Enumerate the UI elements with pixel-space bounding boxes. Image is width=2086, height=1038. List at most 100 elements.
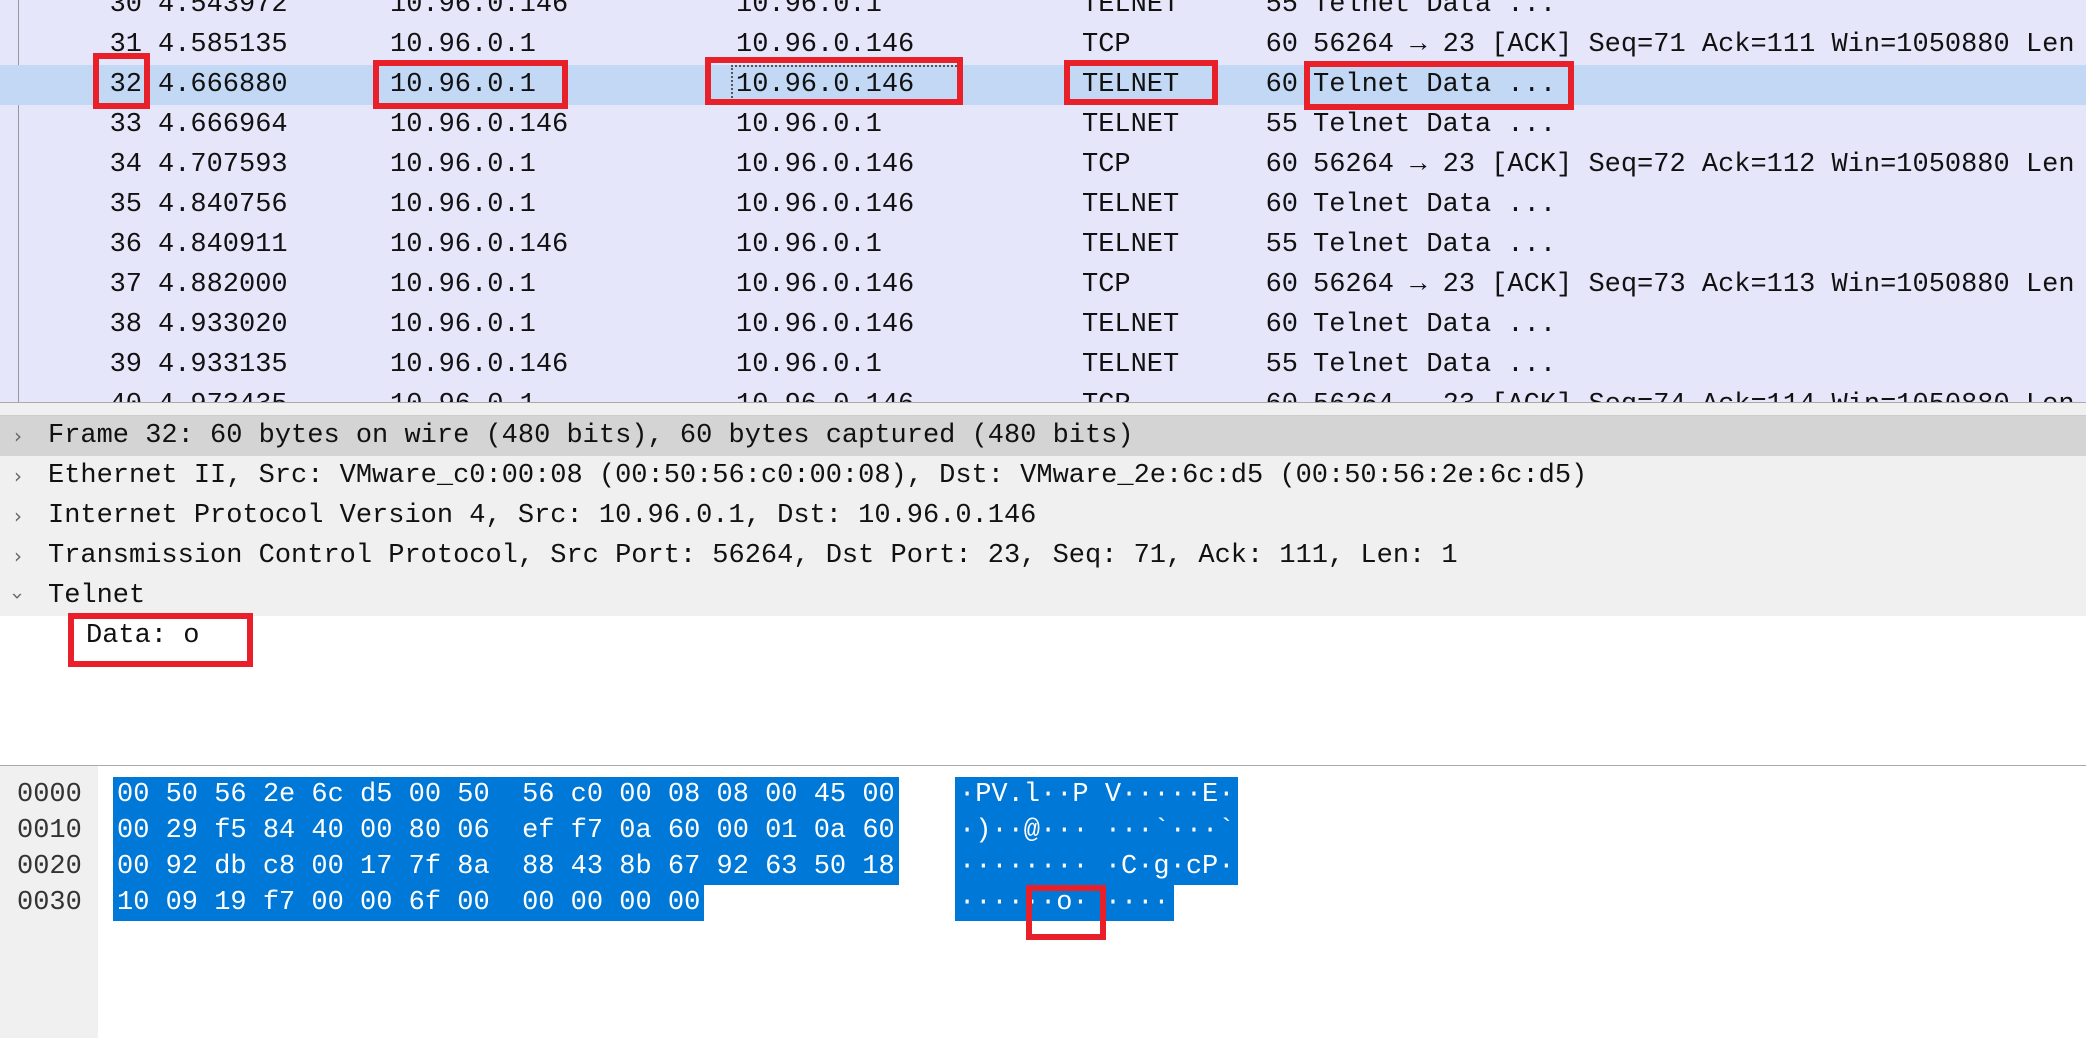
packet-row[interactable]: 31 4.585135 10.96.0.1 10.96.0.146 TCP 60 56264… (0, 25, 2086, 65)
detail-row[interactable]: › Telnet (0, 576, 2086, 616)
expander[interactable]: › (14, 424, 22, 448)
packet-info: Telnet Data ... (1313, 350, 1557, 380)
detail-text: Frame 32: 60 bytes on wire (480 bits), 6… (48, 421, 1134, 451)
packet-time: 4.707593 (158, 150, 288, 180)
packet-destination: 10.96.0.146 (736, 190, 915, 220)
packet-no: 39 (109, 350, 142, 380)
column-border (18, 0, 19, 402)
packet-time: 4.882000 (158, 270, 288, 300)
expander[interactable]: › (14, 504, 22, 528)
packet-protocol: TELNET (1082, 70, 1180, 100)
packet-time: 4.933020 (158, 310, 288, 340)
packet-info: 56264 → 23 [ACK] Seq=71 Ack=111 Win=1050… (1313, 30, 2075, 60)
packet-destination: 10.96.0.146 (736, 150, 915, 180)
packet-protocol: TELNET (1082, 110, 1180, 140)
packet-time: 4.666964 (158, 110, 288, 140)
packet-source: 10.96.0.1 (390, 385, 536, 402)
packet-row[interactable]: 36 4.840911 10.96.0.146 10.96.0.1 TELNET 55 Te… (0, 225, 2086, 265)
highlight-box (93, 53, 150, 109)
packet-no: 34 (109, 150, 142, 180)
expander[interactable]: › (6, 592, 30, 600)
packet-time: 4.840911 (158, 230, 288, 260)
byte-offset: 0010 (17, 816, 82, 846)
packet-info: Telnet Data ... (1313, 110, 1557, 140)
detail-text: Internet Protocol Version 4, Src: 10.96.… (48, 501, 1037, 531)
detail-text: Ethernet II, Src: VMware_c0:00:08 (00:50… (48, 461, 1588, 491)
packet-destination: 10.96.0.1 (736, 230, 882, 260)
packet-no: 30 (109, 0, 142, 20)
packet-source: 10.96.0.1 (390, 270, 536, 300)
packet-no: 38 (109, 310, 142, 340)
packet-info: 56264 → 23 [ACK] Seq=74 Ack=114 Win=1050… (1313, 385, 2075, 402)
detail-row[interactable]: › Ethernet II, Src: VMware_c0:00:08 (00:5… (0, 456, 2086, 496)
packet-info: 56264 → 23 [ACK] Seq=73 Ack=113 Win=1050… (1313, 270, 2075, 300)
byte-hex: 00 50 56 2e 6c d5 00 50 56 c0 00 08 08 0… (113, 777, 899, 813)
byte-ascii: ·)··@··· ···`···` (955, 813, 1239, 849)
packet-row[interactable]: 32 4.666880 10.96.0.1 10.96.0.146 TELNET 60 Te… (0, 65, 2086, 105)
packet-length: 60 (1265, 310, 1298, 340)
packet-source: 10.96.0.1 (390, 150, 536, 180)
packet-info: Telnet Data ... (1313, 0, 1557, 20)
detail-text: Transmission Control Protocol, Src Port:… (48, 541, 1458, 571)
packet-destination: 10.96.0.1 (736, 110, 882, 140)
highlight-box (1304, 61, 1574, 110)
packet-time: 4.840756 (158, 190, 288, 220)
bytes-row: 0030 10 09 19 f7 00 00 6f 00 00 00 00 00 ·… (0, 885, 2086, 921)
detail-row[interactable]: › Frame 32: 60 bytes on wire (480 bits), … (0, 416, 2086, 456)
highlight-box (373, 60, 568, 109)
packet-source: 10.96.0.1 (390, 70, 536, 100)
packet-time: 4.933135 (158, 350, 288, 380)
packet-source: 10.96.0.1 (390, 30, 536, 60)
packet-no: 40 (110, 385, 142, 402)
packet-length: 60 (1265, 30, 1298, 60)
highlight-box (1026, 885, 1106, 940)
packet-protocol: TCP (1082, 385, 1131, 402)
detail-text: Telnet (48, 581, 146, 611)
byte-hex: 00 92 db c8 00 17 7f 8a 88 43 8b 67 92 6… (113, 849, 899, 885)
packet-details: › Frame 32: 60 bytes on wire (480 bits), … (0, 416, 2086, 765)
packet-length: 60 (1266, 385, 1298, 402)
packet-protocol: TCP (1082, 30, 1131, 60)
packet-destination: 10.96.0.146 (736, 310, 915, 340)
packet-length: 60 (1265, 270, 1298, 300)
expander[interactable]: › (14, 464, 22, 488)
packet-no: 33 (109, 110, 142, 140)
expander[interactable]: › (14, 544, 22, 568)
packet-protocol: TELNET (1082, 230, 1180, 260)
packet-source: 10.96.0.146 (390, 350, 569, 380)
packet-source: 10.96.0.146 (390, 0, 569, 20)
packet-no: 37 (109, 270, 142, 300)
byte-offset: 0030 (17, 888, 82, 918)
packet-destination: 10.96.0.146 (736, 270, 915, 300)
detail-child[interactable]: Data: o (86, 621, 200, 651)
packet-info: Telnet Data ... (1313, 70, 1557, 100)
packet-row[interactable]: 39 4.933135 10.96.0.146 10.96.0.1 TELNET 55 Te… (0, 345, 2086, 385)
packet-no: 32 (109, 70, 142, 100)
detail-row[interactable]: › Internet Protocol Version 4, Src: 10.96… (0, 496, 2086, 536)
packet-length: 60 (1265, 70, 1298, 100)
detail-row[interactable]: › Transmission Control Protocol, Src Port… (0, 536, 2086, 576)
pane-divider (0, 402, 2086, 416)
highlight-box (1064, 60, 1218, 105)
packet-source: 10.96.0.1 (390, 190, 536, 220)
packet-row[interactable]: 38 4.933020 10.96.0.1 10.96.0.146 TELNET 60 Te… (0, 305, 2086, 345)
packet-row[interactable]: 40 4.973435 10.96.0.1 10.96.0.146 TCP 60 56264… (0, 385, 2086, 402)
highlight-box (68, 613, 253, 667)
packet-row[interactable]: 35 4.840756 10.96.0.1 10.96.0.146 TELNET 60 Te… (0, 185, 2086, 225)
packet-no: 35 (109, 190, 142, 220)
packet-row[interactable]: 30 4.543972 10.96.0.146 10.96.0.1 TELNET 55 Te… (0, 0, 2086, 25)
byte-ascii: ········ ·C·g·cP· (955, 849, 1239, 885)
packet-row[interactable]: 34 4.707593 10.96.0.1 10.96.0.146 TCP 60 56264… (0, 145, 2086, 185)
packet-no: 36 (109, 230, 142, 260)
bytes-row: 0020 00 92 db c8 00 17 7f 8a 88 43 8b 67 … (0, 849, 2086, 885)
packet-row[interactable]: 37 4.882000 10.96.0.1 10.96.0.146 TCP 60 56264… (0, 265, 2086, 305)
packet-row[interactable]: 33 4.666964 10.96.0.146 10.96.0.1 TELNET 55 Te… (0, 105, 2086, 145)
byte-offset: 0020 (17, 852, 82, 882)
packet-length: 60 (1265, 150, 1298, 180)
packet-time: 4.973435 (158, 385, 288, 402)
packet-protocol: TCP (1082, 270, 1131, 300)
packet-info: Telnet Data ... (1313, 190, 1557, 220)
packet-destination: 10.96.0.146 (731, 65, 961, 105)
packet-destination: 10.96.0.1 (736, 350, 882, 380)
